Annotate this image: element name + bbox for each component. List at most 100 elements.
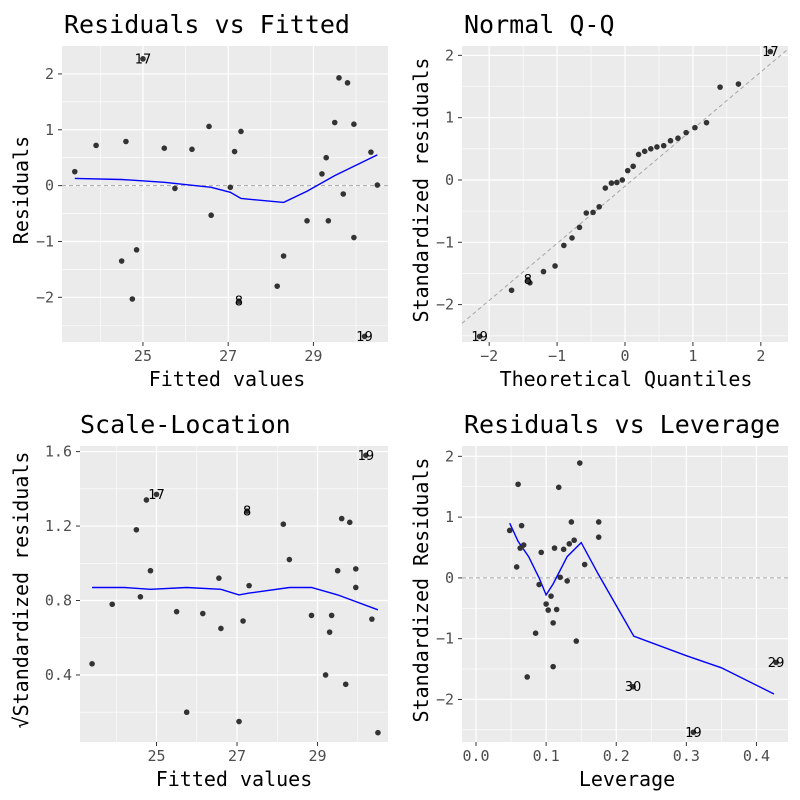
data-point [325, 218, 332, 224]
data-point [703, 119, 710, 126]
data-point [573, 638, 580, 644]
data-point [525, 276, 531, 283]
data-point [614, 179, 620, 186]
data-point [89, 661, 95, 667]
smoother-line [74, 154, 378, 204]
data-point [246, 582, 252, 589]
data-point [363, 452, 369, 459]
data-point [334, 567, 341, 574]
x-tick-label: 29 [304, 347, 322, 365]
scale-location-panel: Scale-Location Fitted values √Standardiz… [9, 410, 388, 791]
smoother-line [92, 586, 379, 611]
data-point [71, 168, 78, 175]
data-point [231, 148, 238, 155]
data-point [548, 593, 554, 599]
data-point [619, 177, 626, 183]
data-point [536, 581, 542, 588]
data-point [545, 607, 552, 613]
point-label: 19 [358, 449, 375, 464]
data-point [338, 515, 345, 522]
y-tick-label: −1 [436, 233, 454, 251]
x-tick-label: 0.1 [533, 747, 560, 765]
y-tick-label: 2 [445, 447, 454, 465]
x-tick-label: −1 [548, 347, 566, 365]
y-tick-label: 0 [445, 171, 454, 189]
panel-title: Scale-Location [80, 410, 291, 439]
y-tick-label: 0 [45, 177, 54, 195]
y-tick-label: 0.4 [45, 666, 72, 684]
point-label: 8 [524, 273, 532, 288]
data-point [304, 218, 310, 224]
y-tick-label: 2 [445, 46, 454, 64]
y-tick-label: 2 [45, 65, 54, 83]
data-point [660, 142, 667, 149]
normal-qq-panel: Normal Q-Q Theoretical Quantiles Standar… [409, 10, 789, 391]
data-point [238, 128, 244, 135]
data-point [352, 584, 359, 591]
data-point [590, 209, 596, 216]
x-tick-label: 27 [228, 747, 246, 765]
data-point [189, 146, 195, 153]
data-point [773, 659, 779, 666]
data-point [344, 80, 351, 86]
data-point [654, 144, 660, 150]
data-point [173, 608, 180, 615]
data-point [183, 709, 190, 716]
data-point [172, 185, 178, 192]
x-tick-label: 0.4 [743, 747, 770, 765]
x-tick-label: 1 [688, 347, 697, 365]
data-point [555, 484, 562, 491]
data-point [147, 567, 154, 574]
x-tick-label: 25 [134, 347, 152, 365]
data-point [375, 729, 381, 736]
data-point [550, 663, 556, 670]
panel-title: Normal Q-Q [464, 10, 615, 39]
data-point [543, 601, 549, 607]
data-point [690, 729, 697, 736]
data-point [576, 224, 583, 231]
data-point [532, 630, 539, 637]
data-point [583, 210, 590, 216]
data-point [560, 546, 567, 553]
data-point [648, 146, 654, 152]
data-point [361, 333, 368, 340]
y-axis-label: Standardized residuals [409, 58, 433, 323]
x-tick-label: 27 [219, 347, 237, 365]
y-tick-label: −2 [436, 296, 454, 314]
data-point [346, 519, 353, 526]
data-point [595, 519, 602, 525]
x-tick-label: 0 [620, 347, 629, 365]
data-point [118, 258, 125, 264]
point-label: 30 [625, 680, 642, 695]
data-point [286, 556, 293, 563]
data-point [342, 681, 349, 688]
y-tick-label: −2 [36, 288, 54, 306]
residuals-vs-fitted-panel: Residuals vs Fitted Fitted values Residu… [9, 10, 388, 391]
y-axis-label: √Standardized residuals [9, 452, 33, 729]
y-tick-label: 1 [45, 121, 54, 139]
data-point [550, 620, 556, 626]
y-tick-label: 0 [445, 569, 454, 587]
data-point [109, 601, 116, 608]
data-point [199, 610, 206, 617]
data-point [143, 497, 150, 503]
data-point [227, 184, 234, 191]
data-point [153, 491, 160, 498]
y-axis-label: Residuals [9, 136, 33, 244]
data-point [552, 263, 558, 269]
data-point [683, 129, 689, 136]
data-point [540, 268, 547, 275]
data-point [641, 148, 648, 155]
data-point [568, 519, 575, 525]
data-point [735, 81, 742, 87]
data-point [374, 182, 381, 188]
data-point [352, 566, 359, 572]
point-label: 19 [356, 330, 373, 345]
data-point [161, 145, 168, 152]
data-point [123, 138, 129, 145]
data-point [630, 683, 636, 690]
data-point [571, 537, 577, 544]
y-tick-label: −1 [436, 630, 454, 648]
data-point [476, 333, 483, 340]
point-label: 8 [243, 505, 251, 520]
